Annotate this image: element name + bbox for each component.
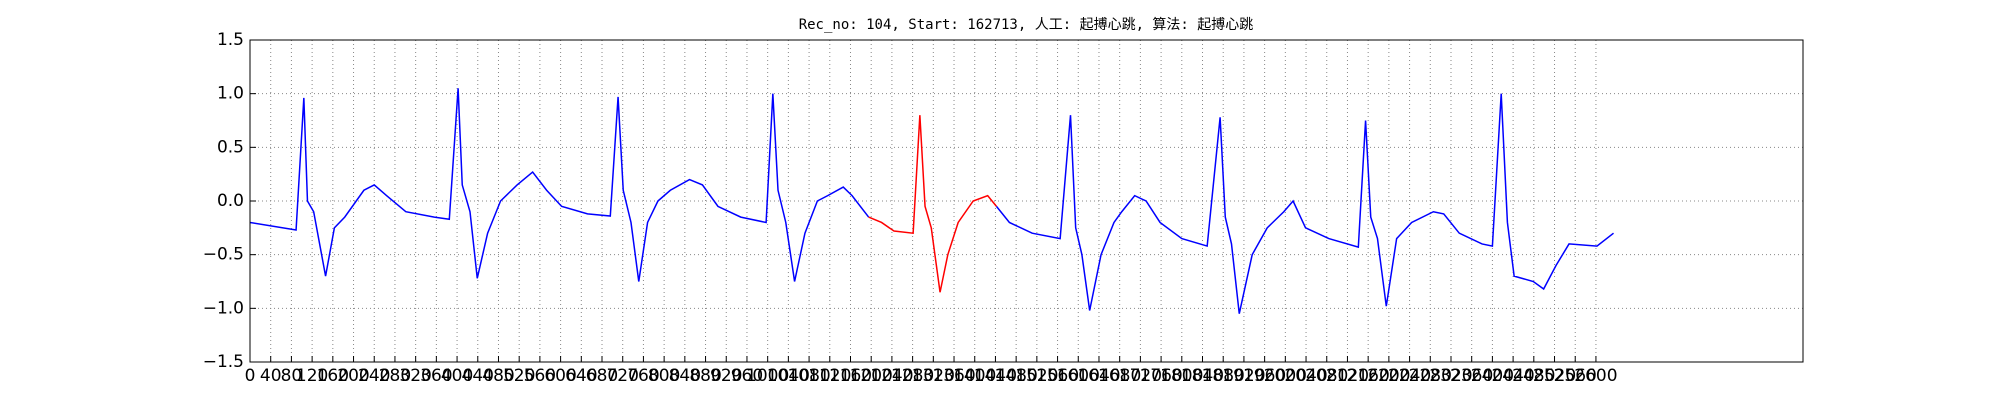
- x-tick-label: 1800: [1160, 366, 1203, 386]
- x-tick-label: 840: [669, 366, 701, 386]
- x-tick-label: 920: [710, 366, 742, 386]
- x-tick-label: 560: [524, 366, 556, 386]
- x-tick-label: 280: [379, 366, 411, 386]
- x-tick-label: 2440: [1491, 366, 1534, 386]
- x-tick-label: 1400: [953, 366, 996, 386]
- x-tick-label: 480: [482, 366, 514, 386]
- y-tick-label: −0.5: [203, 245, 244, 265]
- x-tick-label: 960: [731, 366, 763, 386]
- x-tick-label: 2600: [1574, 366, 1617, 386]
- x-tick-label: 200: [337, 366, 369, 386]
- y-tick-label: −1.5: [203, 352, 244, 372]
- x-tick-label: 0: [245, 366, 256, 386]
- x-tick-label: 2160: [1347, 366, 1390, 386]
- x-tick-label: 1720: [1119, 366, 1162, 386]
- x-tick-label: 1920: [1222, 366, 1265, 386]
- x-tick-label: 2560: [1554, 366, 1597, 386]
- x-tick-label: 1480: [995, 366, 1038, 386]
- x-tick-label: 1960: [1243, 366, 1286, 386]
- x-tick-label: 80: [281, 366, 303, 386]
- x-tick-label: 2360: [1450, 366, 1493, 386]
- chart-title: Rec_no: 104, Start: 162713, 人工: 起搏心跳, 算法…: [799, 16, 1254, 33]
- x-tick-label: 400: [441, 366, 473, 386]
- x-tick-label: 1000: [746, 366, 789, 386]
- x-tick-label: 2120: [1326, 366, 1369, 386]
- x-tick-label: 2200: [1367, 366, 1410, 386]
- x-tick-label: 1040: [767, 366, 810, 386]
- y-tick-label: 0.0: [217, 191, 244, 211]
- y-tick-label: 0.5: [217, 137, 244, 157]
- x-tick-label: 1560: [1036, 366, 1079, 386]
- x-tick-label: 2280: [1409, 366, 1452, 386]
- x-tick-label: 640: [565, 366, 597, 386]
- x-tick-label: 440: [462, 366, 494, 386]
- x-tick-label: 1080: [787, 366, 830, 386]
- x-tick-label: 680: [586, 366, 618, 386]
- x-tick-label: 1760: [1139, 366, 1182, 386]
- x-tick-label: 1240: [870, 366, 913, 386]
- x-tick-label: 1360: [932, 366, 975, 386]
- x-tick-label: 1280: [891, 366, 934, 386]
- x-tick-label: 2520: [1533, 366, 1576, 386]
- x-tick-label: 1880: [1202, 366, 1245, 386]
- x-tick-label: 1600: [1057, 366, 1100, 386]
- plot-frame: [249, 39, 1804, 363]
- x-tick-label: 2240: [1388, 366, 1431, 386]
- x-tick-label: 1440: [974, 366, 1017, 386]
- x-tick-label: 760: [627, 366, 659, 386]
- x-tick-label: 360: [420, 366, 452, 386]
- x-tick-label: 800: [648, 366, 680, 386]
- x-tick-label: 1120: [808, 366, 851, 386]
- x-tick-label: 520: [503, 366, 535, 386]
- x-tick-label: 2400: [1471, 366, 1514, 386]
- x-tick-label: 320: [399, 366, 431, 386]
- ecg-line: [868, 115, 998, 293]
- x-tick-label: 2080: [1305, 366, 1348, 386]
- x-tick-label: 40: [260, 366, 282, 386]
- x-tick-label: 2000: [1264, 366, 1307, 386]
- x-tick-label: 1520: [1015, 366, 1058, 386]
- x-tick-label: 1160: [829, 366, 872, 386]
- x-tick-label: 880: [689, 366, 721, 386]
- x-tick-label: 2480: [1512, 366, 1555, 386]
- x-tick-label: 240: [358, 366, 390, 386]
- y-tick-label: −1.0: [203, 298, 244, 318]
- x-tick-label: 1840: [1181, 366, 1224, 386]
- x-tick-label: 1320: [912, 366, 955, 386]
- x-tick-label: 600: [544, 366, 576, 386]
- x-tick-label: 720: [606, 366, 638, 386]
- x-tick-label: 2040: [1284, 366, 1327, 386]
- x-tick-label: 1680: [1098, 366, 1141, 386]
- x-tick-label: 120: [296, 366, 328, 386]
- x-tick-label: 160: [317, 366, 349, 386]
- ecg-line: [249, 88, 1614, 314]
- y-tick-label: 1.5: [217, 30, 244, 50]
- x-tick-label: 1640: [1077, 366, 1120, 386]
- x-tick-label: 2320: [1429, 366, 1472, 386]
- y-tick-label: 1.0: [217, 84, 244, 104]
- x-tick-label: 1200: [850, 366, 893, 386]
